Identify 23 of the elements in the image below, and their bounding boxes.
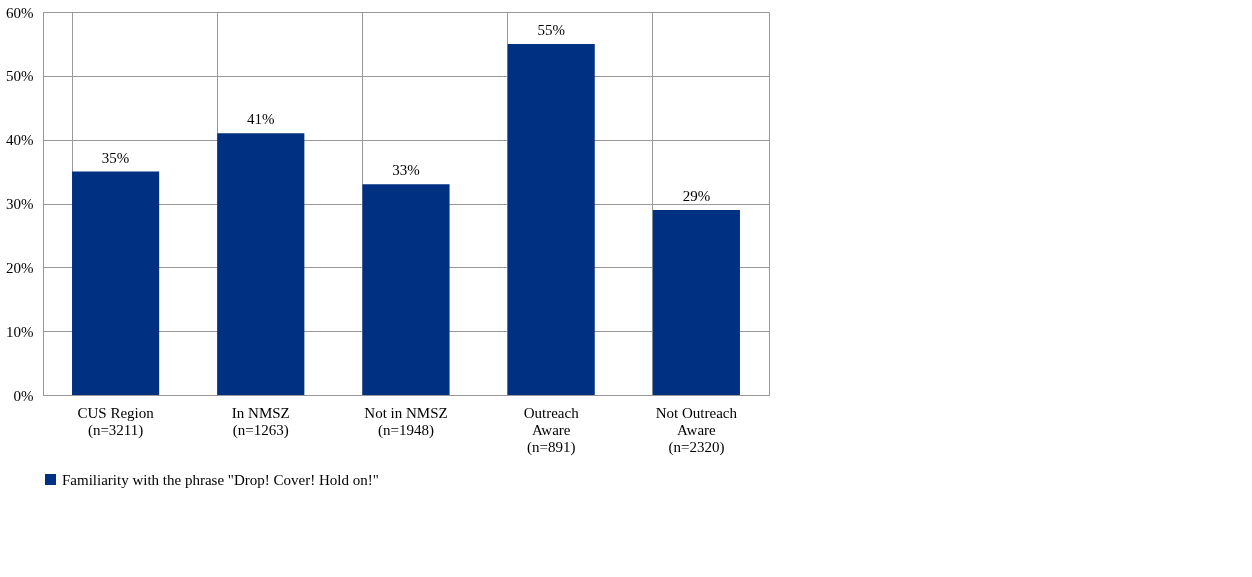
y-tick-label: 40%	[6, 132, 34, 149]
bar	[507, 43, 595, 395]
text: 41%	[247, 111, 275, 128]
text: 29%	[682, 187, 711, 204]
legend-label: Familiarity with the phrase "Drop! Cover! Hold on!"	[62, 471, 379, 488]
x-tick-label: CUS Region (n=3211)	[77, 404, 155, 439]
y-tick-label: 30%	[6, 196, 34, 212]
x-tick-label: Not in NMSZ (n=1948)	[364, 404, 448, 439]
x-tick-label: In NMSZ (n=1263)	[231, 404, 290, 439]
text: 35%	[101, 149, 130, 166]
x-tick-label: Not Outreach Aware (n=2320)	[655, 404, 738, 456]
y-tick-label: 60%	[6, 4, 34, 21]
bar	[217, 133, 305, 395]
y-tick-label: 50%	[6, 68, 34, 85]
x-tick-label: Outreach Aware (n=891)	[523, 404, 580, 456]
text: 55%	[537, 21, 565, 38]
bar	[72, 171, 160, 395]
y-tick-label: 20%	[6, 259, 34, 276]
bar	[362, 184, 450, 395]
bar	[652, 209, 740, 395]
y-tick-label: 0%	[13, 387, 34, 404]
y-tick-label: 10%	[6, 323, 34, 340]
text: 33%	[392, 162, 420, 179]
